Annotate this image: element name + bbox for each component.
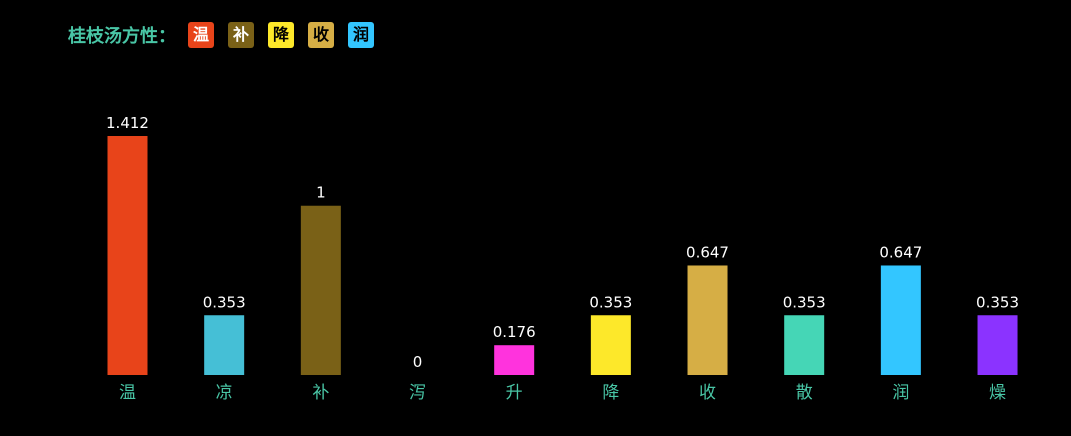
chart-title: 桂枝汤方性： (68, 26, 176, 47)
chart-header: 桂枝汤方性： 温 补 降 收 润 (68, 22, 388, 48)
category-label-0: 温 (119, 383, 136, 403)
legend-badge-jiang: 降 (268, 22, 294, 48)
category-label-5: 降 (602, 383, 619, 403)
value-label-6: 0.647 (686, 243, 729, 261)
bar-5 (590, 315, 631, 375)
category-label-2: 补 (312, 383, 329, 403)
category-label-8: 润 (892, 383, 909, 403)
value-label-7: 0.353 (783, 293, 826, 311)
legend-badge-run: 润 (348, 22, 374, 48)
bar-6 (687, 265, 728, 375)
value-label-4: 0.176 (493, 323, 536, 341)
category-label-4: 升 (506, 383, 523, 403)
bar-0 (107, 136, 148, 375)
bar-7 (784, 315, 825, 375)
value-label-1: 0.353 (203, 293, 246, 311)
value-label-8: 0.647 (879, 243, 922, 261)
category-label-3: 泻 (409, 383, 426, 403)
value-label-0: 1.412 (106, 114, 149, 132)
value-label-5: 0.353 (589, 293, 632, 311)
bar-2 (300, 205, 341, 375)
category-label-7: 散 (796, 383, 813, 403)
bar-9 (977, 315, 1018, 375)
bar-8 (880, 265, 921, 375)
value-label-9: 0.353 (976, 293, 1019, 311)
value-label-3: 0 (413, 353, 423, 371)
legend-badge-shou: 收 (308, 22, 334, 48)
category-label-6: 收 (699, 383, 716, 403)
category-label-9: 燥 (989, 383, 1006, 403)
value-label-2: 1 (316, 184, 326, 202)
legend-badge-wen: 温 (188, 22, 214, 48)
legend-badge-bu: 补 (228, 22, 254, 48)
category-label-1: 凉 (216, 383, 233, 403)
bar-1 (204, 315, 245, 375)
bar-4 (494, 345, 535, 375)
